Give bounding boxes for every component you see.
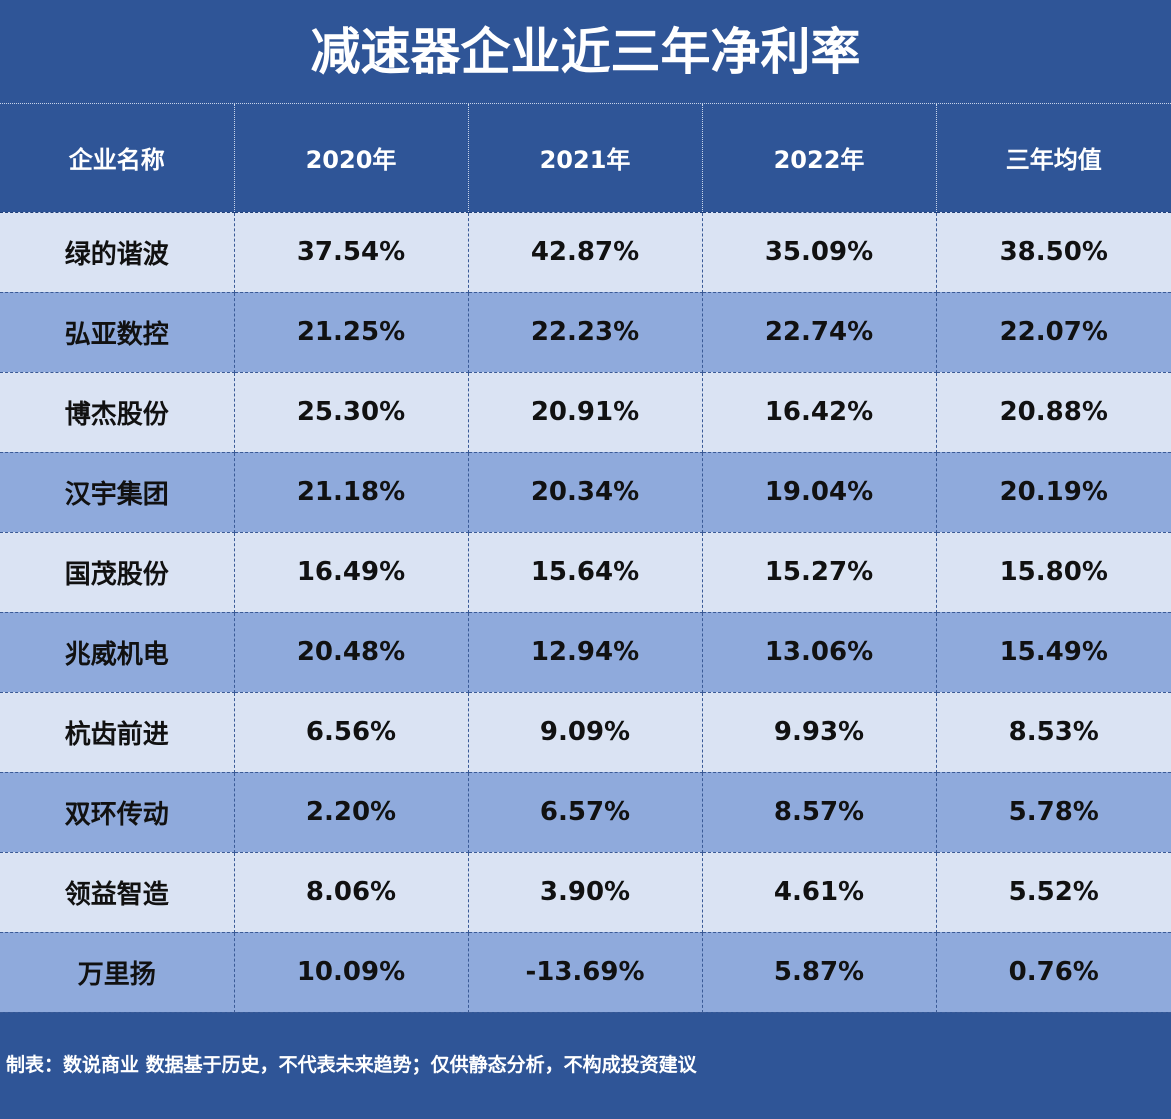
value-2020: 10.09% (234, 932, 469, 1013)
company-name: 双环传动 (0, 772, 235, 853)
value-average: 38.50% (936, 212, 1171, 293)
company-name: 国茂股份 (0, 532, 235, 613)
value-average: 20.88% (936, 372, 1171, 453)
table-row: 弘亚数控 21.25% 22.23% 22.74% 22.07% (0, 292, 1171, 373)
value-2022: 19.04% (702, 452, 937, 533)
value-2020: 16.49% (234, 532, 469, 613)
value-2022: 15.27% (702, 532, 937, 613)
value-2021: 15.64% (468, 532, 703, 613)
value-average: 20.19% (936, 452, 1171, 533)
source-note: 制表：数说商业 数据基于历史，不代表未来趋势；仅供静态分析，不构成投资建议 (6, 1054, 697, 1076)
table-row: 博杰股份 25.30% 20.91% 16.42% 20.88% (0, 372, 1171, 453)
value-2021: 12.94% (468, 612, 703, 693)
company-name: 万里扬 (0, 932, 235, 1013)
company-name: 弘亚数控 (0, 292, 235, 373)
value-average: 22.07% (936, 292, 1171, 373)
value-2022: 4.61% (702, 852, 937, 933)
value-2022: 35.09% (702, 212, 937, 293)
header-company: 企业名称 (0, 104, 235, 213)
value-2020: 37.54% (234, 212, 469, 293)
header-2022: 2022年 (702, 104, 937, 213)
value-2020: 8.06% (234, 852, 469, 933)
net-margin-table: 企业名称 2020年 2021年 2022年 三年均值 绿的谐波 37.54% … (0, 104, 1171, 1013)
value-2021: 22.23% (468, 292, 703, 373)
table-row: 万里扬 10.09% -13.69% 5.87% 0.76% (0, 932, 1171, 1013)
value-2021: 3.90% (468, 852, 703, 933)
company-name: 博杰股份 (0, 372, 235, 453)
company-name: 杭齿前进 (0, 692, 235, 773)
value-2022: 8.57% (702, 772, 937, 853)
company-name: 兆威机电 (0, 612, 235, 693)
value-2021: 20.34% (468, 452, 703, 533)
table-row: 双环传动 2.20% 6.57% 8.57% 5.78% (0, 772, 1171, 853)
value-2022: 16.42% (702, 372, 937, 453)
value-2020: 20.48% (234, 612, 469, 693)
value-2021: -13.69% (468, 932, 703, 1013)
value-2020: 21.25% (234, 292, 469, 373)
value-2022: 9.93% (702, 692, 937, 773)
value-average: 15.80% (936, 532, 1171, 613)
value-2022: 13.06% (702, 612, 937, 693)
value-2022: 22.74% (702, 292, 937, 373)
header-2020: 2020年 (234, 104, 469, 213)
table-row: 绿的谐波 37.54% 42.87% 35.09% 38.50% (0, 212, 1171, 293)
header-2021: 2021年 (468, 104, 703, 213)
company-name: 领益智造 (0, 852, 235, 933)
header-average: 三年均值 (936, 104, 1171, 213)
value-average: 15.49% (936, 612, 1171, 693)
table-row: 兆威机电 20.48% 12.94% 13.06% 15.49% (0, 612, 1171, 693)
value-2020: 6.56% (234, 692, 469, 773)
value-average: 5.78% (936, 772, 1171, 853)
table-header-row: 企业名称 2020年 2021年 2022年 三年均值 (0, 104, 1171, 213)
table-row: 国茂股份 16.49% 15.64% 15.27% 15.80% (0, 532, 1171, 613)
value-2020: 2.20% (234, 772, 469, 853)
value-average: 0.76% (936, 932, 1171, 1013)
value-average: 5.52% (936, 852, 1171, 933)
table-row: 杭齿前进 6.56% 9.09% 9.93% 8.53% (0, 692, 1171, 773)
value-2020: 25.30% (234, 372, 469, 453)
value-average: 8.53% (936, 692, 1171, 773)
company-name: 汉宇集团 (0, 452, 235, 533)
value-2021: 20.91% (468, 372, 703, 453)
company-name: 绿的谐波 (0, 212, 235, 293)
page-title: 减速器企业近三年净利率 (0, 0, 1171, 104)
table-row: 汉宇集团 21.18% 20.34% 19.04% 20.19% (0, 452, 1171, 533)
value-2021: 9.09% (468, 692, 703, 773)
value-2021: 42.87% (468, 212, 703, 293)
value-2020: 21.18% (234, 452, 469, 533)
value-2022: 5.87% (702, 932, 937, 1013)
value-2021: 6.57% (468, 772, 703, 853)
table-row: 领益智造 8.06% 3.90% 4.61% 5.52% (0, 852, 1171, 933)
